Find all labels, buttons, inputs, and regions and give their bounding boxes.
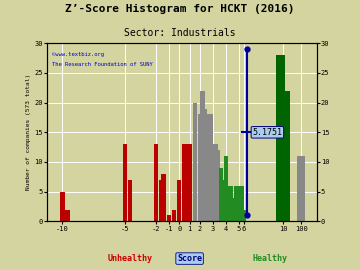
- Bar: [203, 109, 207, 221]
- Bar: [159, 180, 163, 221]
- Bar: [276, 55, 285, 221]
- Text: Z’-Score Histogram for HCKT (2016): Z’-Score Histogram for HCKT (2016): [65, 4, 295, 14]
- Text: Healthy: Healthy: [253, 254, 288, 263]
- Text: Unhealthy: Unhealthy: [107, 254, 152, 263]
- Bar: [167, 215, 171, 221]
- Bar: [224, 156, 228, 221]
- Bar: [177, 180, 181, 221]
- Bar: [172, 210, 176, 221]
- Y-axis label: Number of companies (573 total): Number of companies (573 total): [26, 74, 31, 190]
- Bar: [122, 144, 127, 221]
- Bar: [154, 144, 158, 221]
- Bar: [282, 91, 290, 221]
- Bar: [216, 150, 220, 221]
- Bar: [239, 186, 244, 221]
- Bar: [219, 168, 223, 221]
- Bar: [188, 144, 192, 221]
- Bar: [201, 91, 205, 221]
- Bar: [161, 174, 166, 221]
- Bar: [198, 114, 202, 221]
- Text: Sector: Industrials: Sector: Industrials: [124, 28, 236, 38]
- Bar: [242, 210, 246, 221]
- Text: The Research Foundation of SUNY: The Research Foundation of SUNY: [52, 62, 153, 67]
- Text: Score: Score: [177, 254, 202, 263]
- Bar: [128, 180, 132, 221]
- Bar: [297, 156, 305, 221]
- Text: 5.1751: 5.1751: [252, 128, 282, 137]
- Bar: [229, 186, 233, 221]
- Bar: [231, 198, 236, 221]
- Bar: [182, 144, 186, 221]
- Bar: [206, 114, 210, 221]
- Bar: [193, 103, 197, 221]
- Bar: [226, 186, 231, 221]
- Bar: [237, 186, 241, 221]
- Bar: [66, 210, 70, 221]
- Bar: [234, 186, 239, 221]
- Text: ©www.textbiz.org: ©www.textbiz.org: [52, 52, 104, 57]
- Bar: [60, 192, 64, 221]
- Bar: [208, 114, 212, 221]
- Bar: [221, 180, 225, 221]
- Bar: [213, 144, 218, 221]
- Bar: [211, 144, 215, 221]
